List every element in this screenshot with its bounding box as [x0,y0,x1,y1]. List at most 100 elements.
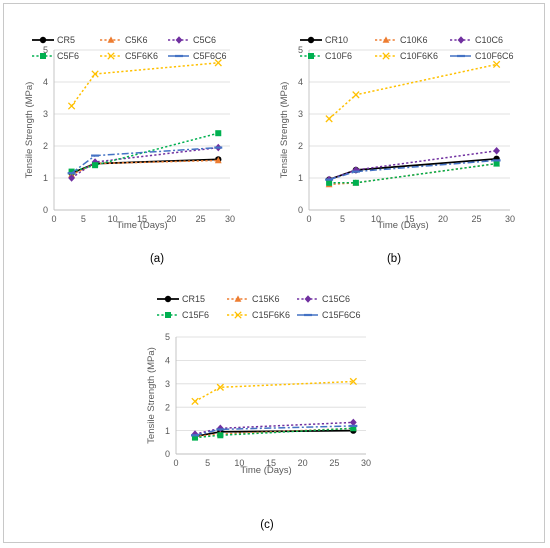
legend-entry-C10C6: C10C6 [450,35,503,45]
x-tick-label: 10 [108,214,118,224]
series-line [194,425,354,437]
legend-swatch-marker [382,52,390,60]
x-tick-label: 5 [340,214,345,224]
legend-label: C5K6 [125,35,148,45]
legend-swatch-marker [457,54,465,58]
legend-entry-CR15: CR15 [157,294,205,304]
series-C15F6K6 [191,377,357,406]
series-C15F6 [192,425,357,441]
panel-caption: (c) [260,519,274,531]
x-axis-title: Time (Days) [240,465,291,476]
legend-swatch-marker [304,295,312,303]
y-tick-label: 0 [43,205,48,215]
series-C5F6K6 [67,59,222,110]
legend-swatch-marker [165,312,171,318]
data-point [91,70,99,78]
legend-entry-CR5: CR5 [32,35,75,45]
legend-swatch-marker [39,36,47,44]
data-point [493,147,500,155]
data-point [191,434,199,437]
panel-caption: (b) [387,253,401,265]
y-axis-title: Tensile Strength (MPa) [24,82,35,179]
data-point [214,156,222,164]
x-tick-label: 10 [371,214,381,224]
data-point [192,434,198,441]
data-point [214,146,223,149]
legend-entry-C10F6C6: C10F6C6 [450,51,514,61]
legend-entry-C5F6K6: C5F6K6 [100,51,158,61]
series-line [194,380,354,403]
legend-label: C10F6K6 [400,51,438,61]
data-point [492,60,501,69]
y-tick-label: 2 [165,402,170,412]
chart-panel-1: 0 1 2 3 4 5 0 5 10 15 20 25 30 Time (Days) Tensile Str… [279,35,515,265]
legend-swatch-marker [382,36,390,43]
y-tick-label: 1 [43,173,48,183]
x-tick-label: 15 [137,214,147,224]
x-axis-title: Time (Days) [116,220,167,231]
data-point [352,179,359,186]
data-point [351,170,360,173]
data-point [492,159,501,162]
x-tick-label: 10 [234,458,244,468]
legend-swatch-marker [164,295,172,303]
legend-swatch-marker [175,54,183,58]
legend-entry-C10F6: C10F6 [300,51,352,61]
legend-entry-C10F6K6: C10F6K6 [375,51,438,61]
legend-swatch-marker [234,311,242,319]
data-point [350,425,357,432]
y-tick-label: 3 [165,379,170,389]
series-C5F6 [68,130,222,175]
legend-swatch-marker [107,52,115,60]
y-tick-label: 0 [165,449,170,459]
y-tick-label: 5 [165,332,170,342]
legend-entry-C5C6: C5C6 [168,35,216,45]
legend-entry-C5F6C6: C5F6C6 [168,51,227,61]
data-point [216,383,224,391]
x-tick-label: 0 [51,214,56,224]
legend-entry-CR10: CR10 [300,35,348,45]
legend-entry-C15F6: C15F6 [157,310,209,320]
data-point [215,130,222,137]
legend-label: CR5 [57,35,75,45]
legend-label: CR10 [325,35,348,45]
legend-label: CR15 [182,294,205,304]
legend-label: C10C6 [475,35,503,45]
x-tick-label: 5 [81,214,86,224]
data-point [325,115,333,123]
legend-label: C15C6 [322,294,350,304]
y-tick-label: 4 [43,77,48,87]
data-point [191,397,199,406]
legend-label: C5F6 [57,51,79,61]
legend-entry-C10K6: C10K6 [375,35,428,45]
y-tick-label: 4 [165,356,170,366]
y-tick-label: 5 [298,45,303,55]
legend-swatch-marker [175,36,183,44]
y-tick-label: 5 [43,45,48,55]
x-tick-label: 20 [438,214,448,224]
data-point [349,377,357,386]
data-point [349,424,358,428]
y-tick-label: 3 [298,109,303,119]
data-point [68,168,75,175]
legend-label: C10K6 [400,35,428,45]
panel-caption: (a) [150,253,164,265]
data-point [349,418,357,427]
x-tick-label: 25 [196,214,206,224]
x-tick-label: 25 [329,458,339,468]
legend-swatch-marker [308,53,314,59]
y-tick-label: 3 [43,109,48,119]
data-point [325,178,334,181]
x-tick-label: 20 [298,458,308,468]
series-line [194,421,354,435]
x-tick-label: 30 [225,214,235,224]
data-point [92,162,99,169]
data-point [67,102,76,110]
x-tick-label: 30 [361,458,371,468]
legend-swatch-marker [307,36,315,44]
y-tick-label: 0 [298,205,303,215]
legend-label: C15K6 [252,294,280,304]
chart-panel-0: 0 1 2 3 4 5 0 5 10 15 20 25 30 Time (Days) Tensile Str… [24,35,235,265]
legend-swatch-marker [234,295,242,302]
